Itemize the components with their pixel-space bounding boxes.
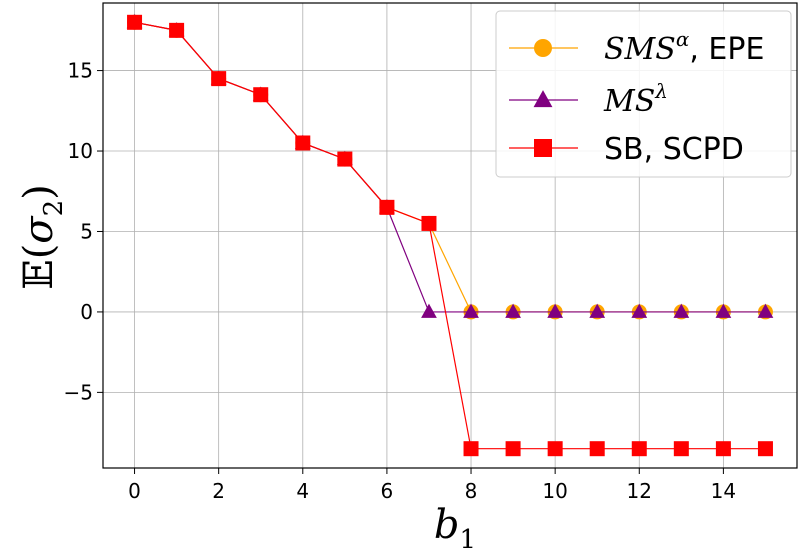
- legend-label: MSλ: [603, 79, 668, 119]
- data-point: [463, 441, 479, 457]
- x-tick-label: 0: [128, 479, 141, 503]
- legend-entry-1: SMSα, EPE: [509, 27, 764, 67]
- y-axis-title-suffix: ): [16, 184, 62, 200]
- y-tick-label: −5: [64, 380, 93, 404]
- x-tick-label: 8: [465, 479, 478, 503]
- data-point: [631, 303, 648, 318]
- data-point: [379, 199, 395, 215]
- x-tick-label: 4: [296, 479, 309, 503]
- data-point: [589, 303, 606, 318]
- data-point: [421, 215, 437, 231]
- x-tick-label: 2: [212, 479, 225, 503]
- data-point: [337, 151, 353, 167]
- legend-label: SMSα, EPE: [604, 27, 764, 67]
- data-point: [547, 303, 564, 318]
- legend-entry-2: MSλ: [509, 79, 668, 119]
- legend-entry-3: SB, SCPD: [509, 132, 744, 167]
- y-axis-title-sigma: σ: [16, 215, 62, 244]
- x-axis-title: b1: [434, 502, 476, 550]
- legend-label-sup: λ: [654, 79, 668, 103]
- y-tick-label: 10: [68, 139, 93, 163]
- data-point: [547, 441, 563, 457]
- legend-label: SB, SCPD: [604, 132, 744, 167]
- data-point: [631, 441, 647, 457]
- series-3: [127, 14, 773, 457]
- data-point: [673, 303, 690, 318]
- legend-marker: [533, 90, 553, 108]
- data-point: [715, 303, 732, 318]
- data-point: [589, 441, 605, 457]
- data-point: [757, 441, 773, 457]
- legend-box: [495, 10, 792, 178]
- ticks: 0 2 4 6 8 10 12 14 −5 0 5 10 15: [64, 59, 737, 503]
- svg-text:𝔼(σ2): 𝔼(σ2): [16, 184, 69, 290]
- x-tick-label: 12: [627, 479, 652, 503]
- legend-marker: [534, 39, 552, 57]
- data-point: [127, 14, 143, 30]
- data-point: [715, 441, 731, 457]
- series-layer: [126, 14, 774, 457]
- y-tick-label: 15: [68, 59, 93, 83]
- y-tick-label: 0: [80, 300, 93, 324]
- legend: SMSα, EPE MSλ SB, SCPD: [495, 10, 792, 178]
- data-point: [253, 87, 269, 103]
- data-point: [505, 441, 521, 457]
- x-axis-title-sub: 1: [460, 525, 477, 550]
- y-axis-title-prefix: 𝔼(: [16, 244, 62, 290]
- x-tick-label: 6: [381, 479, 394, 503]
- x-tick-label: 14: [711, 479, 736, 503]
- legend-label-rest: , EPE: [689, 32, 764, 67]
- data-point: [505, 303, 521, 318]
- data-point: [295, 135, 311, 151]
- y-axis-title-sub: 2: [39, 200, 69, 217]
- y-tick-label: 5: [80, 219, 93, 243]
- legend-label-main: SMS: [604, 32, 676, 67]
- data-point: [757, 303, 774, 318]
- series-line: [134, 21, 766, 450]
- data-point: [421, 303, 437, 318]
- legend-label-main: MS: [603, 84, 655, 119]
- data-point: [211, 71, 227, 87]
- legend-marker: [534, 139, 552, 157]
- data-point: [673, 441, 689, 457]
- x-axis-title-main: b: [434, 502, 460, 548]
- x-tick-label: 10: [542, 479, 567, 503]
- data-point: [463, 303, 479, 318]
- legend-label-rest: SB, SCPD: [604, 132, 744, 167]
- data-point: [169, 22, 185, 38]
- plot-frame: [102, 2, 798, 469]
- legend-label-sup: α: [676, 27, 690, 51]
- y-axis-title: 𝔼(σ2): [16, 184, 69, 290]
